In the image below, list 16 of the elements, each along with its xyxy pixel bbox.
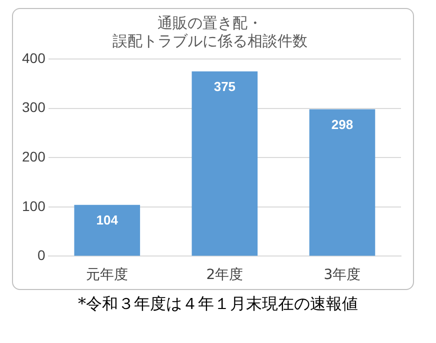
y-tick-label: 0 xyxy=(38,247,46,264)
data-label: 375 xyxy=(214,78,236,94)
text: *令和３年度は４年１月末現在の速報値 xyxy=(77,294,359,315)
bar xyxy=(309,109,376,256)
y-tick-label: 100 xyxy=(22,198,46,214)
bar xyxy=(74,204,140,256)
y-tick-label: 200 xyxy=(22,148,46,164)
bar xyxy=(192,71,258,256)
chart-title: 通販の置き配・誤配トラブルに係る相談件数 xyxy=(112,14,308,50)
y-tick-label: 300 xyxy=(22,99,46,116)
x-tick-label: 3年度 xyxy=(324,267,361,284)
data-label: 298 xyxy=(331,116,354,132)
x-tick-label: 元年度 xyxy=(86,267,128,284)
y-tick-label: 400 xyxy=(22,50,46,66)
data-label: 104 xyxy=(96,212,119,228)
x-tick-label: 2年度 xyxy=(206,267,244,284)
